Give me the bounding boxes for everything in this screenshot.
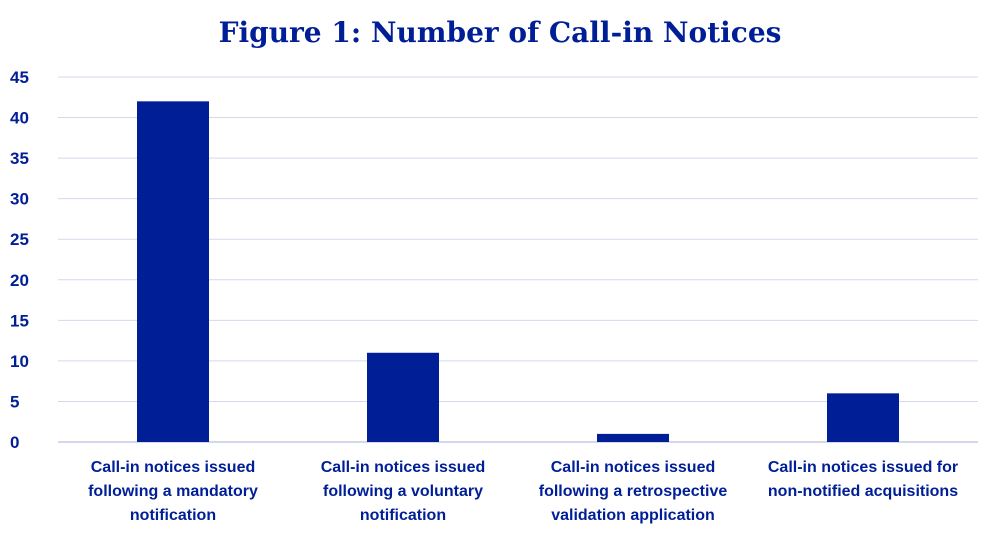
bar: [367, 352, 439, 442]
y-tick-label: 30: [10, 190, 29, 209]
y-tick-label: 0: [10, 433, 19, 452]
bar: [827, 393, 899, 442]
y-tick-label: 15: [10, 311, 29, 330]
y-axis-tick-labels: 0 5 10 15 20 25 30 35 40 45: [10, 68, 29, 452]
y-tick-label: 25: [10, 230, 29, 249]
y-tick-label: 20: [10, 271, 29, 290]
bar: [137, 101, 209, 442]
y-tick-label: 45: [10, 68, 29, 87]
category-label: Call-in notices issued for non-notified a…: [768, 459, 958, 500]
y-tick-label: 5: [10, 392, 19, 411]
y-tick-label: 40: [10, 109, 29, 128]
y-tick-label: 35: [10, 149, 29, 168]
category-label: Call-in notices issued following a mandat…: [88, 459, 258, 524]
gridlines: [58, 76, 978, 443]
bars: [137, 101, 899, 442]
y-tick-label: 10: [10, 352, 29, 371]
category-label: Call-in notices issued following a volunt…: [321, 459, 485, 524]
chart-title: Figure 1: Number of Call-in Notices: [219, 16, 782, 49]
bar: [597, 433, 669, 442]
category-label: Call-in notices issued following a retros…: [539, 459, 728, 524]
x-axis-category-labels: Call-in notices issued following a mandat…: [88, 459, 958, 524]
